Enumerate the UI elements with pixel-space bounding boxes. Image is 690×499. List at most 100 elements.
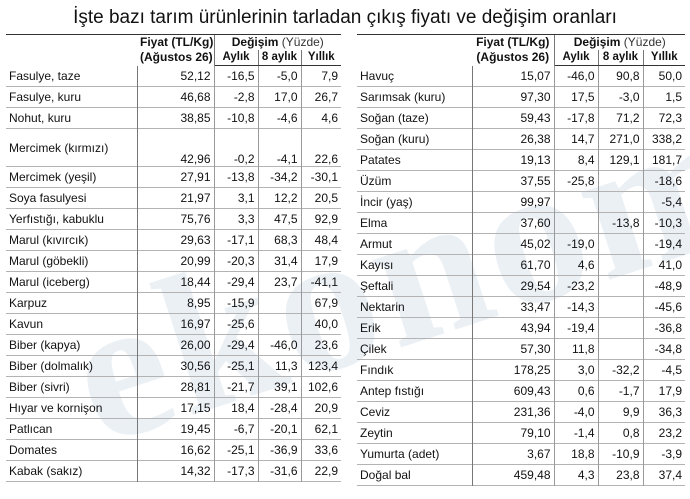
yearly-change-cell: -30,1 xyxy=(300,166,342,188)
price-cell: 42,96 xyxy=(136,128,214,167)
monthly-change-cell: -0,2 xyxy=(213,128,258,167)
monthly-change-cell: 4,6 xyxy=(553,254,598,276)
price-cell: 178,25 xyxy=(471,359,554,381)
eight-month-change-cell xyxy=(597,317,643,339)
eight-month-change-cell: 68,3 xyxy=(257,229,301,251)
price-cell: 38,85 xyxy=(136,107,214,129)
monthly-change-cell: -19,4 xyxy=(553,317,598,339)
product-name-cell: Kavun xyxy=(9,317,44,331)
price-cell: 19,45 xyxy=(136,418,214,440)
eight-month-change-cell: 11,3 xyxy=(257,355,301,377)
left-table-body: Fasulye, taze 52,12 -16,5 -5,0 7,9 Fasulye, k… xyxy=(6,65,342,482)
product-name-cell: Patates xyxy=(360,153,401,167)
yearly-change-cell: 26,7 xyxy=(300,86,342,108)
table-row: Yumurta (adet) 3,67 18,8 -10,9 -3,9 xyxy=(357,443,686,465)
price-cell: 20,99 xyxy=(136,250,214,272)
product-name-cell: Nektarin xyxy=(360,300,405,314)
product-name-cell: Mercimek (yeşil) xyxy=(9,170,97,184)
table-row: Fasulye, taze 52,12 -16,5 -5,0 7,9 xyxy=(6,65,342,87)
eight-month-change-cell xyxy=(597,191,643,213)
product-name-cell: Elma xyxy=(360,216,388,230)
yearly-change-cell: 23,6 xyxy=(300,334,342,356)
product-name-cell: Biber (kapya) xyxy=(9,338,81,352)
monthly-change-cell: -2,8 xyxy=(213,86,258,108)
eight-month-column-header: 8 aylık xyxy=(257,50,301,66)
table-row: Havuç 15,07 -46,0 90,8 50,0 xyxy=(357,65,686,87)
eight-month-change-cell: 0,8 xyxy=(597,422,643,444)
price-cell: 14,32 xyxy=(136,460,214,482)
yearly-column-header: Yıllık xyxy=(300,50,342,66)
monthly-change-cell: 18,4 xyxy=(213,397,258,419)
monthly-change-cell: -25,1 xyxy=(213,439,258,461)
product-name-cell: Zeytin xyxy=(360,426,393,440)
product-name-cell: Hıyar ve kornişon xyxy=(9,401,103,415)
monthly-change-cell: 18,8 xyxy=(553,443,598,465)
yearly-change-cell: 62,1 xyxy=(300,418,342,440)
eight-month-change-cell: 23,7 xyxy=(257,271,301,293)
eight-month-change-cell: -46,0 xyxy=(257,334,301,356)
table-row: Kavun 16,97 -25,6 40,0 xyxy=(6,313,342,335)
product-name-cell: Kayısı xyxy=(360,258,394,272)
change-column-header: Değişim (Yüzde) xyxy=(554,35,685,50)
eight-month-change-cell: -1,7 xyxy=(597,380,643,402)
page-title: İşte bazı tarım ürünlerinin tarladan çık… xyxy=(73,7,617,28)
product-name-cell: Domates xyxy=(9,443,58,457)
price-cell: 28,81 xyxy=(136,376,214,398)
table-row: Soğan (kuru) 26,38 14,7 271,0 338,2 xyxy=(357,128,686,150)
price-cell: 18,44 xyxy=(136,271,214,293)
yearly-change-cell: 20,9 xyxy=(300,397,342,419)
monthly-change-cell: -25,8 xyxy=(553,170,598,192)
yearly-change-cell: 102,6 xyxy=(300,376,342,398)
table-row: Antep fıstığı 609,43 0,6 -1,7 17,9 xyxy=(357,380,686,402)
eight-month-change-cell: -32,2 xyxy=(597,359,643,381)
monthly-change-cell: 17,5 xyxy=(553,86,598,108)
table-row: Patates 19,13 8,4 129,1 181,7 xyxy=(357,149,686,171)
monthly-change-cell: -17,8 xyxy=(553,107,598,129)
monthly-change-cell: 4,3 xyxy=(553,464,598,486)
table-row: Zeytin 79,10 -1,4 0,8 23,2 xyxy=(357,422,686,444)
eight-month-change-cell xyxy=(597,296,643,318)
price-cell: 37,60 xyxy=(471,212,554,234)
monthly-column-header: Aylık xyxy=(213,50,258,66)
product-name-cell: Soya fasulyesi xyxy=(9,191,87,205)
change-header-label: Değişim xyxy=(231,35,279,49)
table-row: Erik 43,94 -19,4 -36,8 xyxy=(357,317,686,339)
table-row: Ceviz 231,36 -4,0 9,9 36,3 xyxy=(357,401,686,423)
price-cell: 15,07 xyxy=(471,65,554,87)
product-name-cell: Çilek xyxy=(360,342,387,356)
eight-month-change-cell: -31,6 xyxy=(257,460,301,482)
change-column-header: Değişim (Yüzde) xyxy=(214,35,341,50)
price-cell: 59,43 xyxy=(471,107,554,129)
table-row: Mercimek (kırmızı) 42,96 -0,2 -4,1 22,6 xyxy=(6,128,342,167)
yearly-change-cell: 92,9 xyxy=(300,208,342,230)
eight-month-change-cell: -3,0 xyxy=(597,86,643,108)
table-row: Marul (iceberg) 18,44 -29,4 23,7 -41,1 xyxy=(6,271,342,293)
yearly-change-cell: 17,9 xyxy=(642,380,686,402)
table-row: Fasulye, kuru 46,68 -2,8 17,0 26,7 xyxy=(6,86,342,108)
monthly-change-cell: -29,4 xyxy=(213,271,258,293)
table-row: Armut 45,02 -19,0 -19,4 xyxy=(357,233,686,255)
price-header-line1: Fiyat (TL/Kg) xyxy=(140,35,214,50)
monthly-change-cell: -14,3 xyxy=(553,296,598,318)
product-name-cell: Yerfıstığı, kabuklu xyxy=(9,212,104,226)
product-name-cell: Marul (kıvırcık) xyxy=(9,233,89,247)
product-name-cell: Şeftali xyxy=(360,279,394,293)
change-header-unit: (Yüzde) xyxy=(281,35,324,49)
product-name-cell: Marul (göbekli) xyxy=(9,254,89,268)
product-name-cell: Patlıcan xyxy=(9,422,53,436)
table-row: Nohut, kuru 38,85 -10,8 -4,6 4,6 xyxy=(6,107,342,129)
right-price-table: Fiyat (TL/Kg) (Ağustos 26) Değişim (Yüzd… xyxy=(357,35,686,486)
yearly-change-cell: 50,0 xyxy=(642,65,686,87)
eight-month-change-cell: -4,1 xyxy=(257,128,301,167)
eight-month-change-cell: 12,2 xyxy=(257,187,301,209)
eight-month-change-cell: 31,4 xyxy=(257,250,301,272)
monthly-change-cell: -15,9 xyxy=(213,292,258,314)
eight-month-change-cell: -4,6 xyxy=(257,107,301,129)
price-cell: 75,76 xyxy=(136,208,214,230)
monthly-change-cell: -46,0 xyxy=(553,65,598,87)
eight-month-change-cell xyxy=(597,338,643,360)
monthly-change-cell: 8,4 xyxy=(553,149,598,171)
price-cell: 231,36 xyxy=(471,401,554,423)
table-row: Biber (kapya) 26,00 -29,4 -46,0 23,6 xyxy=(6,334,342,356)
price-cell: 43,94 xyxy=(471,317,554,339)
